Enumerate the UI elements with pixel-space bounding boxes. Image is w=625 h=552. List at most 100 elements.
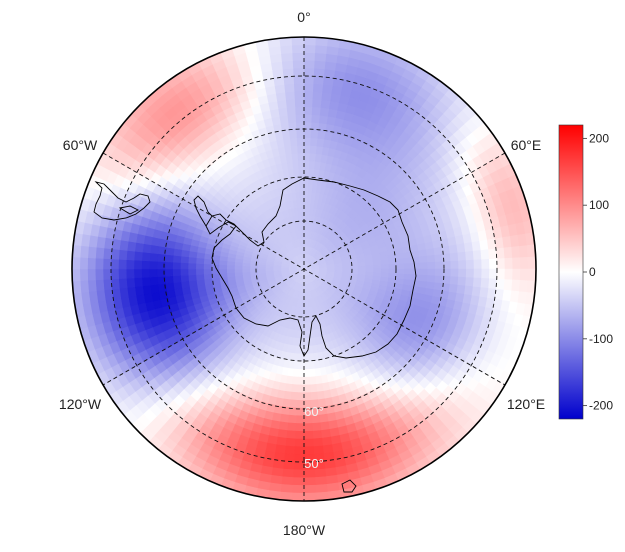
field-cell (480, 249, 490, 261)
field-cell (102, 268, 112, 280)
field-cell (303, 369, 310, 378)
lon-label-upper-right: 60°E (511, 137, 542, 153)
field-cell (310, 137, 319, 147)
field-cell (286, 106, 297, 116)
field-cell (303, 98, 314, 108)
field-cell (294, 98, 305, 108)
field-cell (321, 91, 333, 102)
field-cell (226, 268, 235, 274)
field-cell (300, 199, 305, 208)
field-cell (293, 461, 305, 471)
field-cell (172, 254, 182, 263)
field-cell (434, 261, 444, 270)
field-cell (165, 282, 175, 292)
field-cell (149, 276, 159, 286)
field-cell (291, 44, 305, 54)
field-cell (282, 460, 295, 471)
field-cell (495, 278, 506, 291)
field-cell (94, 257, 104, 270)
field-cell (419, 255, 428, 264)
field-cell (473, 268, 483, 279)
field-cell (298, 160, 305, 169)
field-cell (512, 257, 521, 270)
field-cell (283, 137, 292, 148)
field-cell (133, 259, 143, 270)
field-cell (316, 390, 325, 401)
field-cell (281, 476, 294, 486)
field-cell (519, 256, 529, 270)
field-cell (79, 245, 89, 258)
field-cell (283, 453, 295, 463)
field-cell (434, 254, 444, 263)
field-cell (380, 259, 390, 266)
field-cell (403, 257, 413, 265)
field-cell (226, 272, 236, 278)
field-cell (342, 266, 351, 270)
field-cell (404, 263, 413, 270)
field-cell (289, 137, 298, 147)
field-cell (512, 268, 521, 281)
field-cell (195, 263, 204, 270)
field-cell (472, 277, 482, 288)
field-cell (125, 259, 135, 270)
field-cell (312, 98, 323, 108)
field-cell (464, 285, 474, 296)
field-cell (303, 423, 313, 432)
field-cell (296, 129, 305, 139)
field-cell (203, 273, 213, 280)
field-cell (179, 268, 189, 276)
field-cell (290, 384, 299, 393)
lon-label-top: 0° (297, 9, 310, 25)
field-cell (296, 392, 305, 401)
field-cell (195, 268, 204, 275)
field-cell (291, 484, 305, 494)
field-cell (293, 83, 305, 92)
field-cell (95, 246, 105, 259)
field-cell (456, 243, 466, 254)
lon-label-lower-left: 120°W (59, 396, 102, 412)
field-cell (303, 338, 309, 347)
field-cell (303, 361, 310, 370)
field-cell (419, 274, 428, 283)
field-cell (126, 286, 137, 298)
field-cell (126, 277, 136, 288)
field-cell (195, 273, 205, 281)
field-cell (281, 130, 291, 140)
field-cell (141, 268, 150, 278)
colorbar-tick-label: 100 (589, 198, 609, 212)
field-cell (118, 249, 128, 261)
field-cell (488, 278, 498, 290)
field-cell (281, 52, 294, 62)
field-cell (303, 330, 308, 339)
field-cell (164, 254, 174, 263)
field-cell (277, 99, 288, 109)
field-cell (312, 91, 323, 101)
field-cell (303, 106, 313, 115)
field-cell (449, 276, 459, 286)
field-cell (450, 260, 459, 270)
field-cell (380, 264, 390, 270)
field-cell (465, 259, 475, 270)
field-cell (404, 268, 413, 275)
field-cell (312, 83, 324, 93)
field-cell (126, 240, 137, 252)
field-cell (280, 484, 293, 494)
field-cell (164, 261, 174, 270)
field-cell (218, 268, 228, 274)
colorbar: 200 100 0 -100 -200 (558, 124, 613, 420)
field-cell (141, 260, 150, 270)
anomaly-field (72, 37, 536, 501)
field-cell (380, 268, 390, 274)
field-cell (292, 59, 305, 69)
field-cell (102, 278, 113, 291)
field-cell (308, 368, 316, 378)
field-cell (79, 268, 89, 282)
field-cell (519, 280, 529, 293)
field-cell (298, 369, 305, 378)
field-cell (303, 430, 314, 440)
colorbar-ramp (558, 124, 584, 420)
field-cell (458, 260, 467, 270)
field-cell (489, 268, 498, 280)
field-cell (303, 160, 310, 169)
field-cell (311, 114, 321, 124)
